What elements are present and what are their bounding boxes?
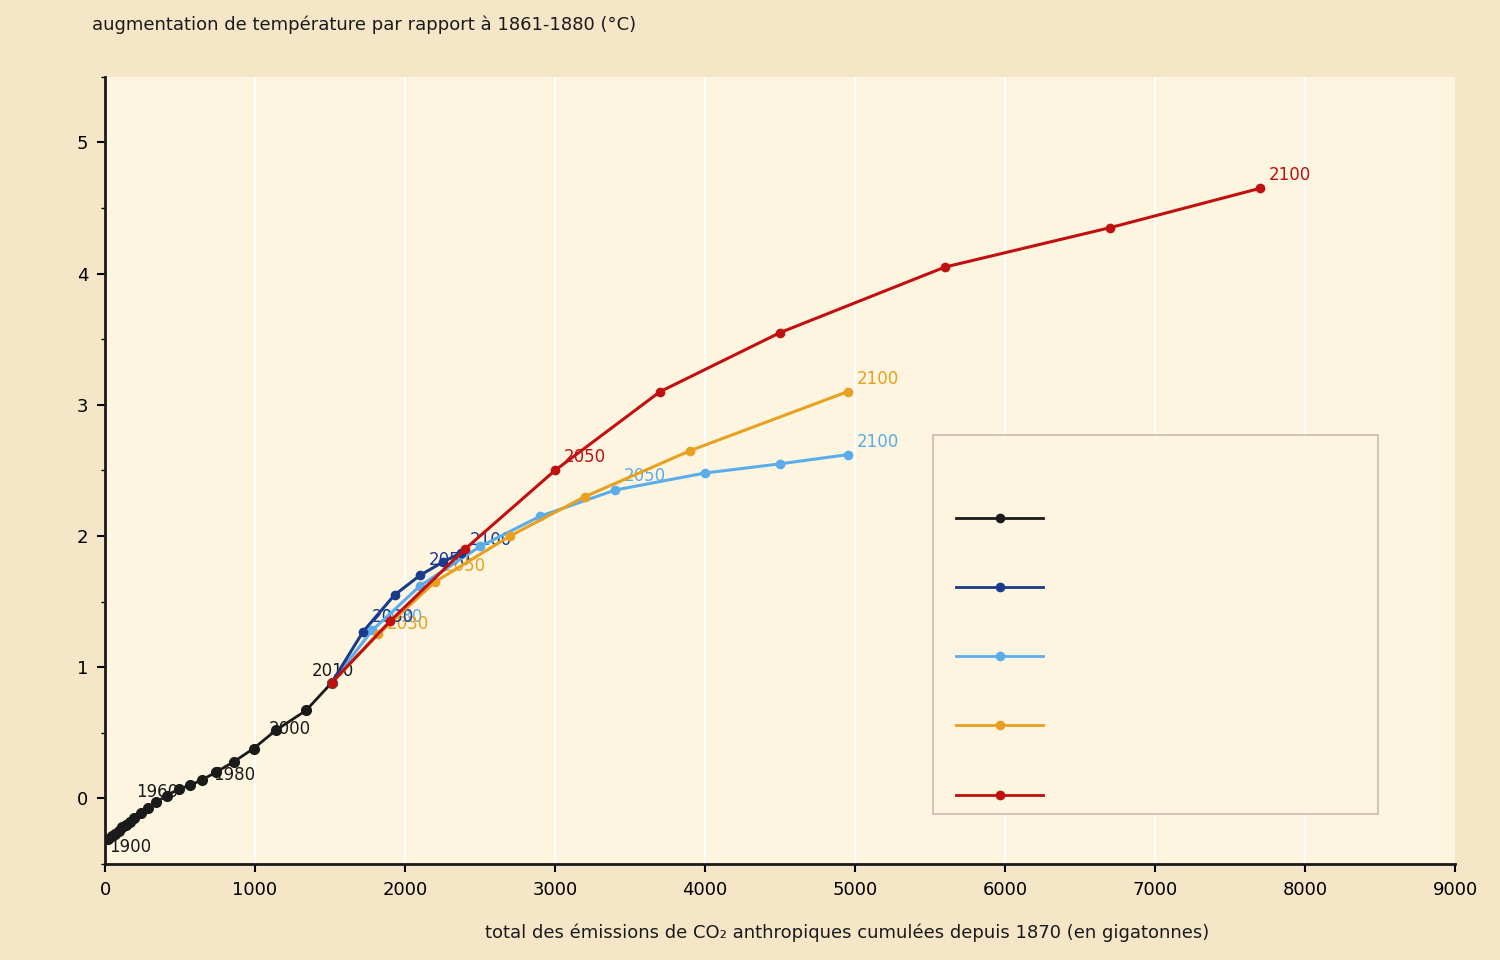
Text: 2100: 2100 xyxy=(856,370,898,388)
Text: 2050: 2050 xyxy=(564,448,606,467)
FancyBboxPatch shape xyxy=(933,435,1378,814)
Text: RCP 6,0: RCP 6,0 xyxy=(1059,716,1124,734)
Text: 2000: 2000 xyxy=(268,720,310,738)
Text: 2050: 2050 xyxy=(429,551,471,568)
Text: total des émissions de CO₂ anthropiques cumulées depuis 1870 (en gigatonnes): total des émissions de CO₂ anthropiques … xyxy=(486,924,1209,942)
Text: 2050: 2050 xyxy=(624,467,666,485)
Text: 2100: 2100 xyxy=(1269,166,1311,184)
Text: RCP 4,5: RCP 4,5 xyxy=(1059,647,1124,665)
Text: 2030: 2030 xyxy=(387,615,429,633)
Text: 2030: 2030 xyxy=(381,609,423,626)
Text: 2050: 2050 xyxy=(444,557,486,575)
Text: 2010: 2010 xyxy=(312,662,354,680)
Text: 2100: 2100 xyxy=(856,433,898,450)
Text: 2030: 2030 xyxy=(372,609,414,626)
Text: RCP 2,6: RCP 2,6 xyxy=(1059,578,1124,596)
Text: 2100: 2100 xyxy=(470,531,512,549)
Text: 1980: 1980 xyxy=(213,766,255,783)
Text: données réelles enregistrées
jusqu'en 2010: données réelles enregistrées jusqu'en 20… xyxy=(1059,497,1299,538)
Text: 1900: 1900 xyxy=(110,838,152,856)
Text: 1960: 1960 xyxy=(135,782,178,801)
Text: RCP 8,5: RCP 8,5 xyxy=(1059,785,1124,804)
Text: augmentation de température par rapport à 1861-1880 (°C): augmentation de température par rapport … xyxy=(92,15,636,34)
